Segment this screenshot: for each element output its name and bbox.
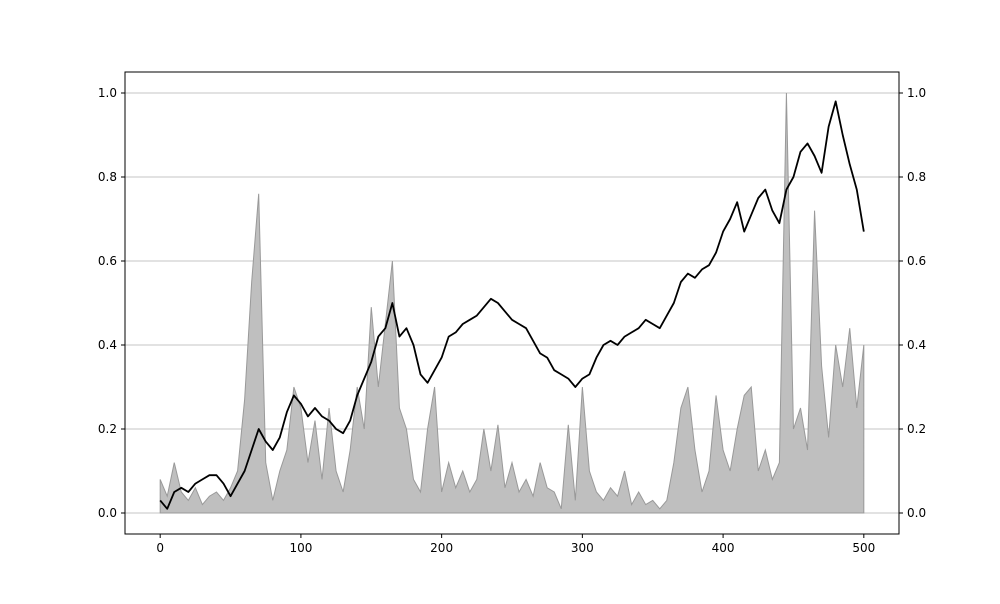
y-tick-label: 0.4	[98, 338, 117, 352]
x-tick-label: 0	[156, 541, 164, 555]
y-tick-label: 0.2	[98, 422, 117, 436]
y-tick-label: 0.0	[98, 506, 117, 520]
y2-tick-label: 0.8	[907, 170, 926, 184]
plot-frame	[124, 71, 900, 535]
y-tick-label: 0.6	[98, 254, 117, 268]
y2-tick-label: 0.4	[907, 338, 926, 352]
x-tick-label: 500	[852, 541, 875, 555]
y-tick-label: 0.8	[98, 170, 117, 184]
y2-tick-label: 0.2	[907, 422, 926, 436]
y-tick-label: 1.0	[98, 86, 117, 100]
area	[159, 92, 865, 514]
x-tick-label: 400	[712, 541, 735, 555]
x-tick-label: 200	[430, 541, 453, 555]
line	[159, 100, 865, 510]
y2-tick-label: 1.0	[907, 86, 926, 100]
x-tick-label: 300	[571, 541, 594, 555]
y2-tick-label: 0.6	[907, 254, 926, 268]
y2-tick-label: 0.0	[907, 506, 926, 520]
x-tick-label: 100	[289, 541, 312, 555]
